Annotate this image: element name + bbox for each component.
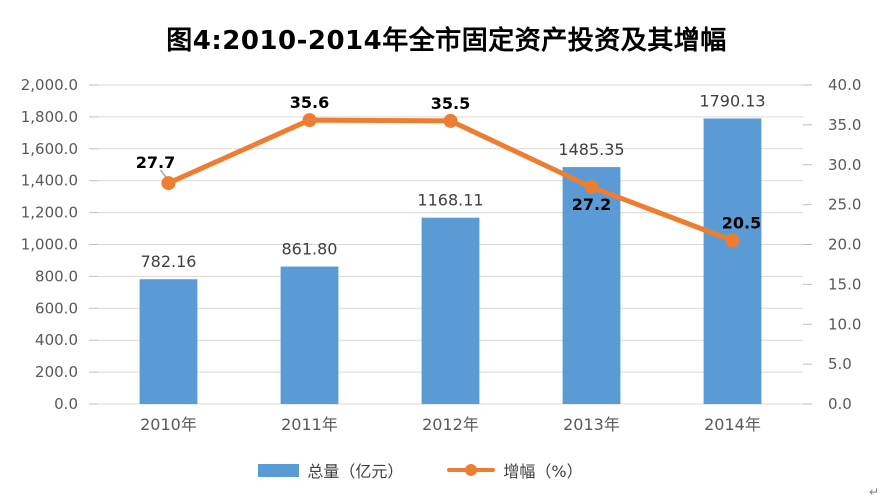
legend-item-label: 增幅（%） — [503, 462, 583, 481]
svg-text:0.0: 0.0 — [828, 395, 852, 413]
svg-text:10.0: 10.0 — [828, 315, 861, 333]
svg-text:1790.13: 1790.13 — [699, 91, 765, 110]
svg-text:35.6: 35.6 — [290, 93, 329, 112]
svg-text:27.2: 27.2 — [572, 195, 611, 214]
svg-text:0.0: 0.0 — [54, 395, 78, 413]
svg-text:1,600.0: 1,600.0 — [21, 140, 78, 158]
svg-text:1,400.0: 1,400.0 — [21, 172, 78, 190]
svg-text:200.0: 200.0 — [35, 363, 78, 381]
svg-text:2010年: 2010年 — [140, 415, 197, 434]
svg-text:20.0: 20.0 — [828, 236, 861, 254]
svg-text:600.0: 600.0 — [35, 299, 78, 317]
legend-item-total: 总量（亿元） — [258, 458, 403, 482]
svg-text:861.80: 861.80 — [282, 240, 338, 259]
chart-title: 图4:2010-2014年全市固定资产投资及其增幅 — [166, 26, 727, 56]
svg-text:782.16: 782.16 — [141, 252, 197, 271]
svg-text:27.7: 27.7 — [136, 153, 175, 172]
svg-text:1168.11: 1168.11 — [417, 191, 483, 210]
svg-text:800.0: 800.0 — [35, 267, 78, 285]
svg-text:1485.35: 1485.35 — [558, 140, 624, 159]
bar-swatch-icon — [258, 463, 300, 477]
legend-item-growth: 增幅（%） — [447, 458, 583, 482]
svg-text:15.0: 15.0 — [828, 275, 861, 293]
svg-text:1,200.0: 1,200.0 — [21, 204, 78, 222]
svg-text:5.0: 5.0 — [828, 355, 852, 373]
svg-text:400.0: 400.0 — [35, 331, 78, 349]
svg-text:2011年: 2011年 — [281, 415, 338, 434]
legend: 总量（亿元） 增幅（%） — [0, 458, 893, 482]
svg-text:35.0: 35.0 — [828, 116, 861, 134]
svg-text:2013年: 2013年 — [563, 415, 620, 434]
svg-text:35.5: 35.5 — [431, 94, 470, 113]
line-swatch-icon — [447, 463, 496, 477]
svg-text:1,800.0: 1,800.0 — [21, 108, 78, 126]
paragraph-return-mark: ↵ — [869, 485, 880, 499]
svg-text:2,000.0: 2,000.0 — [21, 76, 78, 94]
svg-text:2012年: 2012年 — [422, 415, 479, 434]
svg-text:1,000.0: 1,000.0 — [21, 236, 78, 254]
legend-item-label: 总量（亿元） — [307, 462, 404, 481]
svg-text:20.5: 20.5 — [722, 214, 761, 233]
svg-text:2014年: 2014年 — [704, 415, 761, 434]
svg-text:25.0: 25.0 — [828, 196, 861, 214]
svg-text:40.0: 40.0 — [828, 76, 861, 94]
svg-text:30.0: 30.0 — [828, 156, 861, 174]
